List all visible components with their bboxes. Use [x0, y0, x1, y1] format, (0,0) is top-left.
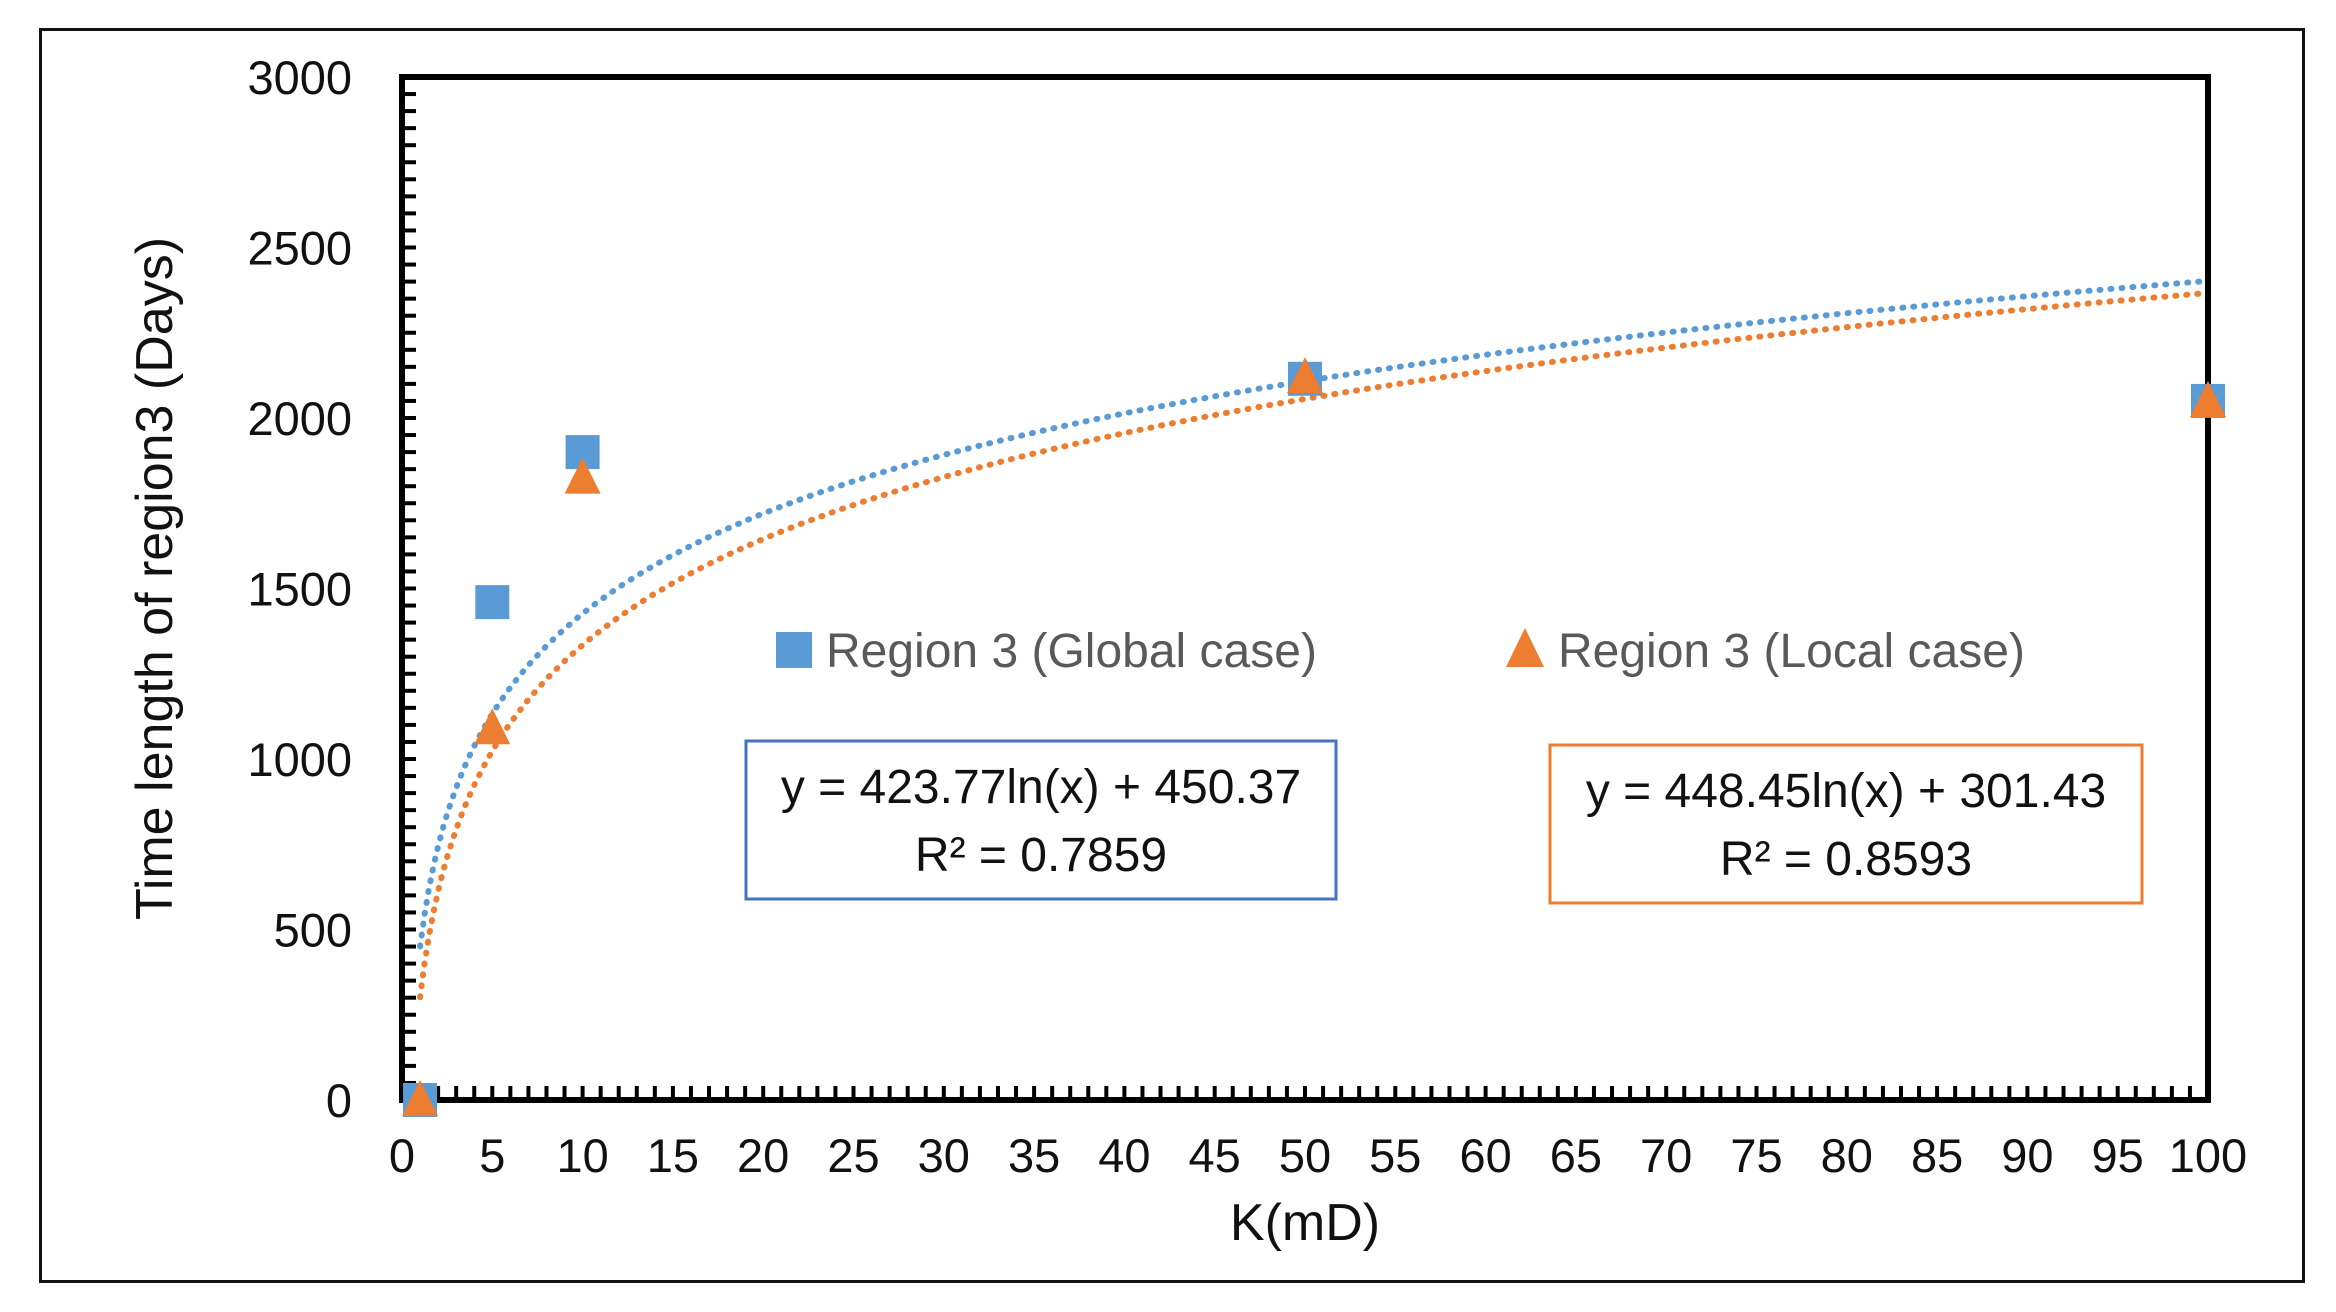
- legend-item-local: Region 3 (Local case): [1506, 625, 2025, 678]
- plot-area-border: [399, 74, 2211, 1103]
- y-tick-label: 3000: [247, 51, 352, 104]
- x-tick-label: 0: [389, 1129, 415, 1182]
- x-tick-label: 100: [2169, 1129, 2247, 1182]
- x-tick-label: 55: [1369, 1129, 1421, 1182]
- point-local: [564, 457, 601, 494]
- point-global: [475, 585, 510, 620]
- point-local: [1287, 357, 1323, 394]
- labels: 0 5 10 15 20 25 30 35 40 45 50 55 60 65 70 75 80 85 90 95 10…: [126, 51, 2247, 1252]
- equation-box-border: [744, 739, 1338, 901]
- legend-item-global: Region 3 (Global case): [776, 625, 1317, 678]
- trendline-r-squared: R² = 0.8593: [1720, 833, 1972, 886]
- axes: [399, 74, 2211, 1103]
- chart-frame: [39, 28, 2305, 1283]
- x-tick-label: 45: [1189, 1129, 1241, 1182]
- x-tick-label: 95: [2092, 1129, 2144, 1182]
- x-tick-label: 40: [1098, 1129, 1150, 1182]
- legend-marker-square: [776, 632, 812, 668]
- x-tick-label: 35: [1008, 1129, 1060, 1182]
- legend-label-global: Region 3 (Global case): [826, 625, 1317, 678]
- x-tick-label: 20: [737, 1129, 789, 1182]
- point-local: [474, 708, 511, 745]
- x-tick-label: 65: [1550, 1129, 1602, 1182]
- x-tick-label: 5: [479, 1129, 505, 1182]
- x-tick-label: 70: [1640, 1129, 1692, 1182]
- y-tick-label: 2500: [247, 222, 352, 275]
- legend-marker-triangle: [1506, 628, 1544, 667]
- x-tick-label: 80: [1821, 1129, 1873, 1182]
- data-points: [402, 357, 2226, 1117]
- x-tick-label: 10: [556, 1129, 608, 1182]
- x-axis-title: K(mD): [1230, 1194, 1380, 1252]
- x-tick-label: 50: [1279, 1129, 1331, 1182]
- x-tick-label: 90: [2001, 1129, 2053, 1182]
- x-tick-label: 85: [1911, 1129, 1963, 1182]
- equation-box-global: y = 423.77ln(x) + 450.37 R² = 0.7859: [744, 739, 1338, 901]
- point-local: [2190, 380, 2226, 417]
- y-tick-label: 2000: [247, 392, 352, 445]
- trendline-equation: y = 423.77ln(x) + 450.37: [781, 761, 1301, 814]
- y-tick-label: 500: [274, 904, 352, 957]
- x-tick-label: 15: [647, 1129, 699, 1182]
- trendline-local: [417, 290, 2211, 1001]
- equation-box-border: [1548, 743, 2144, 905]
- y-tick-label: 1500: [247, 563, 352, 616]
- trendline-r-squared: R² = 0.7859: [915, 829, 1167, 882]
- x-tick-label: 30: [918, 1129, 970, 1182]
- trendline-equation: y = 448.45ln(x) + 301.43: [1586, 765, 2106, 818]
- y-axis-title: Time length of region3 (Days): [126, 237, 184, 920]
- x-tick-label: 25: [827, 1129, 879, 1182]
- equation-box-local: y = 448.45ln(x) + 301.43 R² = 0.8593: [1548, 743, 2144, 905]
- point-local: [402, 1080, 439, 1116]
- legend-label-local: Region 3 (Local case): [1558, 625, 2025, 678]
- y-tick-label: 0: [326, 1074, 352, 1127]
- y-tick-label: 1000: [247, 733, 352, 786]
- x-tick-label: 60: [1459, 1129, 1511, 1182]
- x-tick-label: 75: [1730, 1129, 1782, 1182]
